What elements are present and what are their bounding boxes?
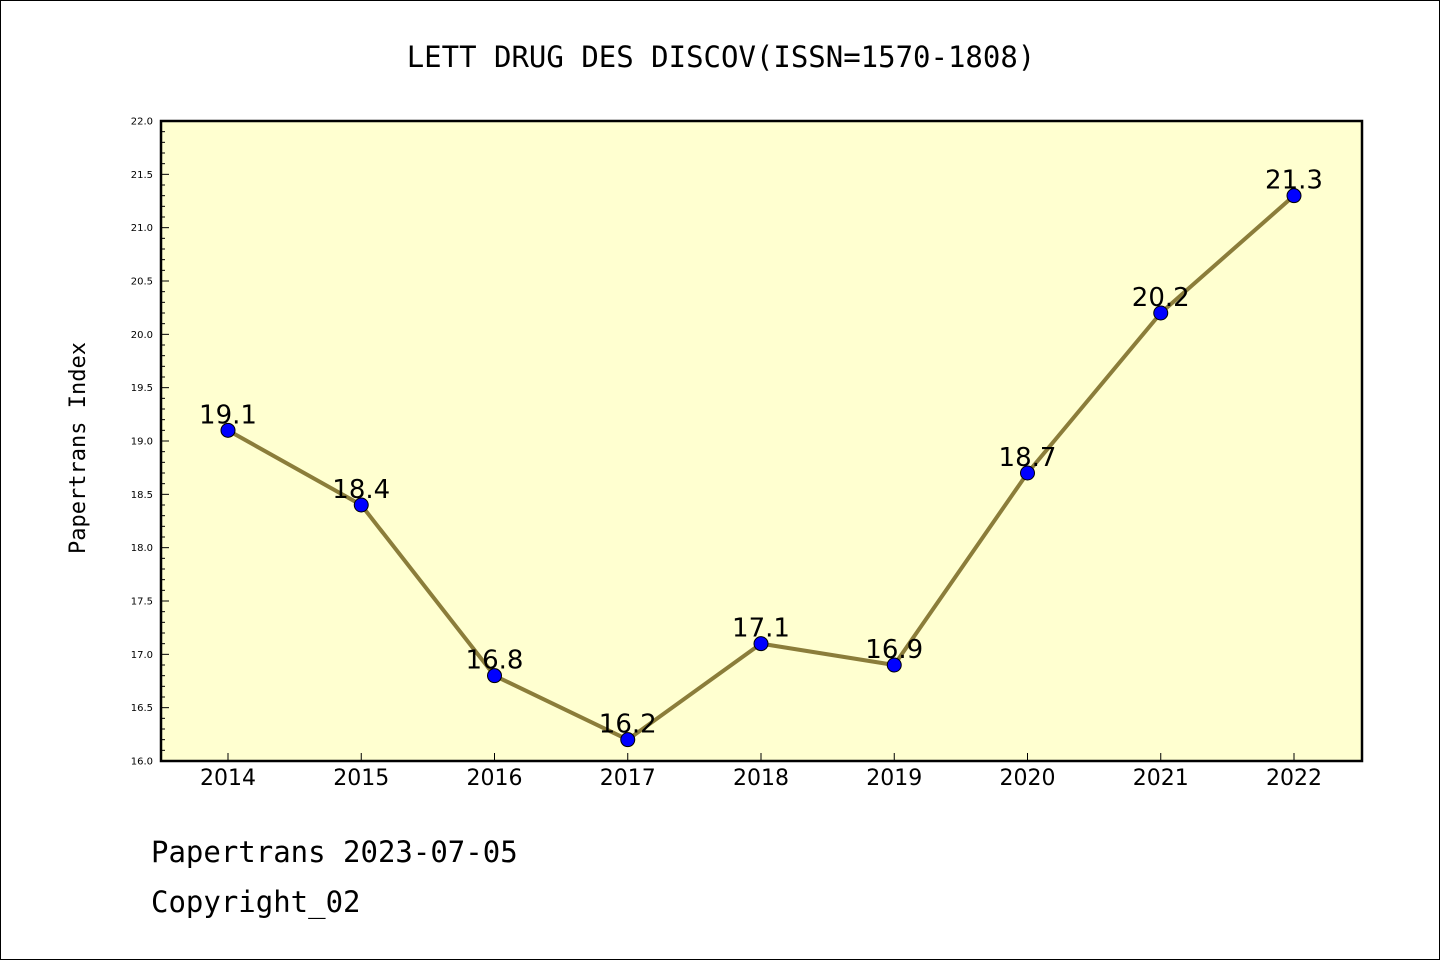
x-tick-label: 2021 <box>1133 766 1189 791</box>
y-tick-label: 16.0 <box>131 757 153 768</box>
y-tick-label: 18.0 <box>131 543 153 554</box>
data-point <box>1020 465 1035 481</box>
x-tick-label: 2014 <box>200 766 256 791</box>
y-tick-label: 22.0 <box>131 117 153 128</box>
data-point <box>886 657 902 673</box>
data-point <box>620 732 636 748</box>
y-tick-label: 20.0 <box>131 330 153 341</box>
y-axis-label: Papertrans Index <box>66 342 91 554</box>
x-tick-label: 2017 <box>600 766 656 791</box>
data-point <box>220 422 236 438</box>
data-point <box>487 668 502 684</box>
x-tick-label: 2015 <box>333 766 389 791</box>
axis-ticks: 16.0 16.5 17.0 17.5 18.0 18.5 19.0 19.5 20.0 20.5… <box>131 117 1322 792</box>
x-tick-label: 2019 <box>866 766 922 791</box>
data-point <box>353 497 369 513</box>
data-point <box>1153 305 1169 321</box>
y-tick-label: 17.5 <box>131 597 153 608</box>
footer-date: Papertrans 2023-07-05 <box>151 835 518 869</box>
y-tick-label: 18.5 <box>131 490 153 501</box>
y-tick-label: 21.5 <box>131 170 153 181</box>
y-tick-label: 17.0 <box>131 650 153 661</box>
x-tick-label: 2020 <box>1000 766 1056 791</box>
data-point <box>1286 188 1302 204</box>
y-tick-label: 16.5 <box>131 703 153 714</box>
x-tick-label: 2016 <box>467 766 523 791</box>
y-tick-label: 19.0 <box>131 437 153 448</box>
plot-area <box>161 121 1362 761</box>
chart-title: LETT DRUG DES DISCOV(ISSN=1570-1808) <box>407 40 1036 74</box>
x-tick-label: 2022 <box>1266 766 1322 791</box>
y-tick-label: 19.5 <box>131 383 153 394</box>
footer-copyright: Copyright_02 <box>151 885 361 919</box>
x-tick-label: 2018 <box>733 766 789 791</box>
y-tick-label: 20.5 <box>131 277 153 288</box>
y-tick-label: 21.0 <box>131 223 153 234</box>
data-point <box>753 636 769 652</box>
series-layer: 19.118.416.816.217.116.918.720.221.3 <box>199 166 1323 748</box>
plot-frame <box>159 119 1364 763</box>
